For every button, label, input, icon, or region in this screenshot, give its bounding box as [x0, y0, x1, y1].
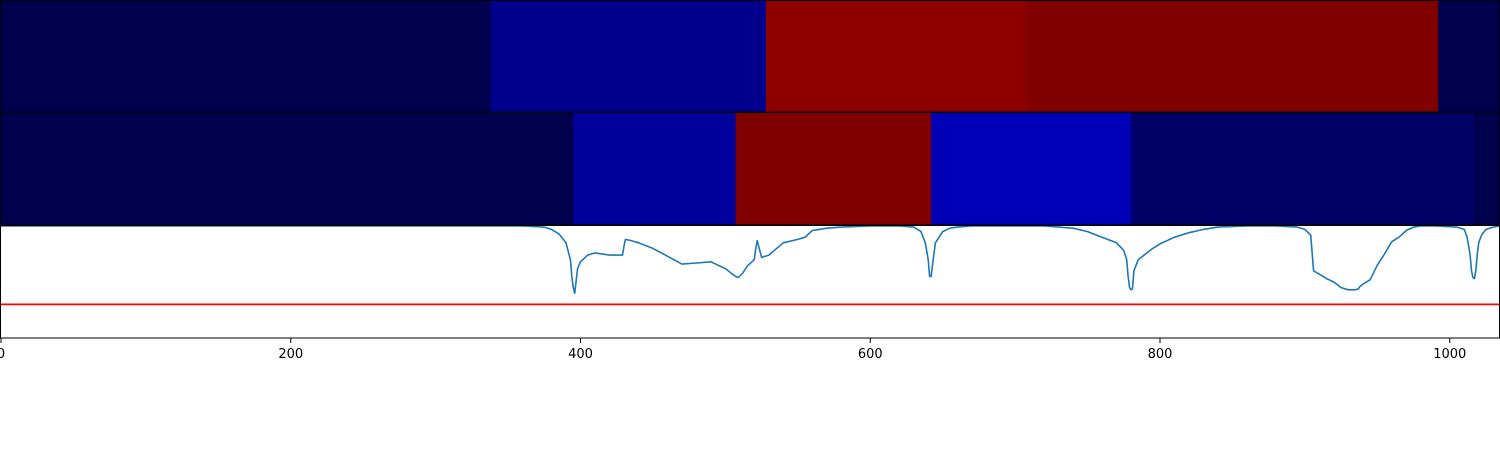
heatmap-cell-1-1: [573, 113, 737, 225]
x-tick-label: 0: [0, 347, 5, 362]
x-tick-label: 200: [278, 347, 303, 362]
x-tick-label: 400: [568, 347, 593, 362]
line-plot-panel: [0, 225, 1500, 339]
heatmap-panel-top: [0, 0, 1500, 113]
x-axis: 0 200 400 600 800 1000: [0, 338, 1466, 362]
heatmap-cell-0-1: [490, 1, 767, 112]
panel-frame-2: [0, 225, 1500, 339]
heatmap-cell-1-3: [931, 113, 1132, 225]
x-tick-label: 1000: [1433, 347, 1466, 362]
series-line-blue: [1, 226, 1499, 295]
heatmap-cell-0-4: [1438, 1, 1500, 112]
heatmap-cell-0-0: [1, 1, 492, 112]
x-tick-label: 800: [1148, 347, 1173, 362]
heatmap-cell-1-5: [1474, 113, 1500, 225]
heatmap-cell-1-4: [1131, 113, 1475, 225]
heatmap-cell-1-0: [1, 113, 574, 225]
heatmap-panel-middle: [0, 112, 1500, 226]
x-tick-label: 600: [858, 347, 883, 362]
heatmap-cell-0-2: [765, 1, 1026, 112]
heatmap-cell-0-3: [1025, 1, 1439, 112]
heatmap-cell-1-2: [735, 113, 932, 225]
